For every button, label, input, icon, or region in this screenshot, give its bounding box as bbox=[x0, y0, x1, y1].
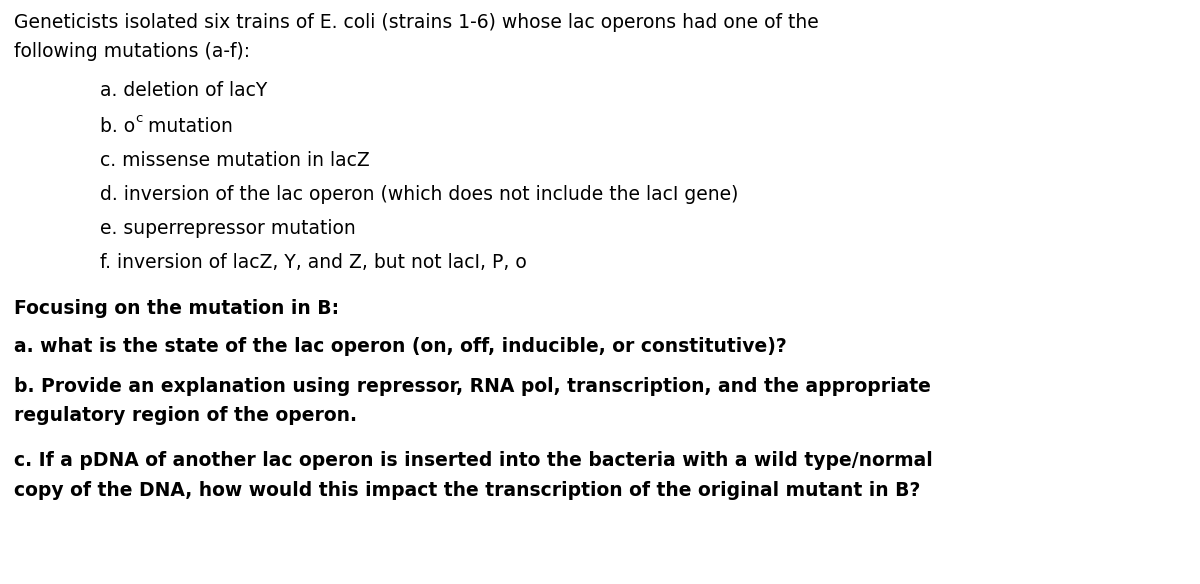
Text: c: c bbox=[136, 112, 143, 125]
Text: regulatory region of the operon.: regulatory region of the operon. bbox=[14, 406, 358, 425]
Text: Geneticists isolated six trains of E. coli (strains 1-6) whose lac operons had o: Geneticists isolated six trains of E. co… bbox=[14, 13, 818, 32]
Text: a. what is the state of the lac operon (on, off, inducible, or constitutive)?: a. what is the state of the lac operon (… bbox=[14, 337, 787, 356]
Text: b. Provide an explanation using repressor, RNA pol, transcription, and the appro: b. Provide an explanation using represso… bbox=[14, 377, 931, 396]
Text: a. deletion of lacY: a. deletion of lacY bbox=[100, 81, 268, 100]
Text: e. superrepressor mutation: e. superrepressor mutation bbox=[100, 219, 355, 238]
Text: c. If a pDNA of another lac operon is inserted into the bacteria with a wild typ: c. If a pDNA of another lac operon is in… bbox=[14, 451, 932, 470]
Text: b. o: b. o bbox=[100, 117, 136, 136]
Text: copy of the DNA, how would this impact the transcription of the original mutant : copy of the DNA, how would this impact t… bbox=[14, 481, 920, 500]
Text: f. inversion of lacZ, Y, and Z, but not lacI, P, o: f. inversion of lacZ, Y, and Z, but not … bbox=[100, 253, 527, 272]
Text: mutation: mutation bbox=[143, 117, 233, 136]
Text: d. inversion of the lac operon (which does not include the lacI gene): d. inversion of the lac operon (which do… bbox=[100, 185, 738, 204]
Text: c. missense mutation in lacZ: c. missense mutation in lacZ bbox=[100, 151, 370, 170]
Text: following mutations (a-f):: following mutations (a-f): bbox=[14, 42, 250, 61]
Text: Focusing on the mutation in B:: Focusing on the mutation in B: bbox=[14, 299, 340, 318]
